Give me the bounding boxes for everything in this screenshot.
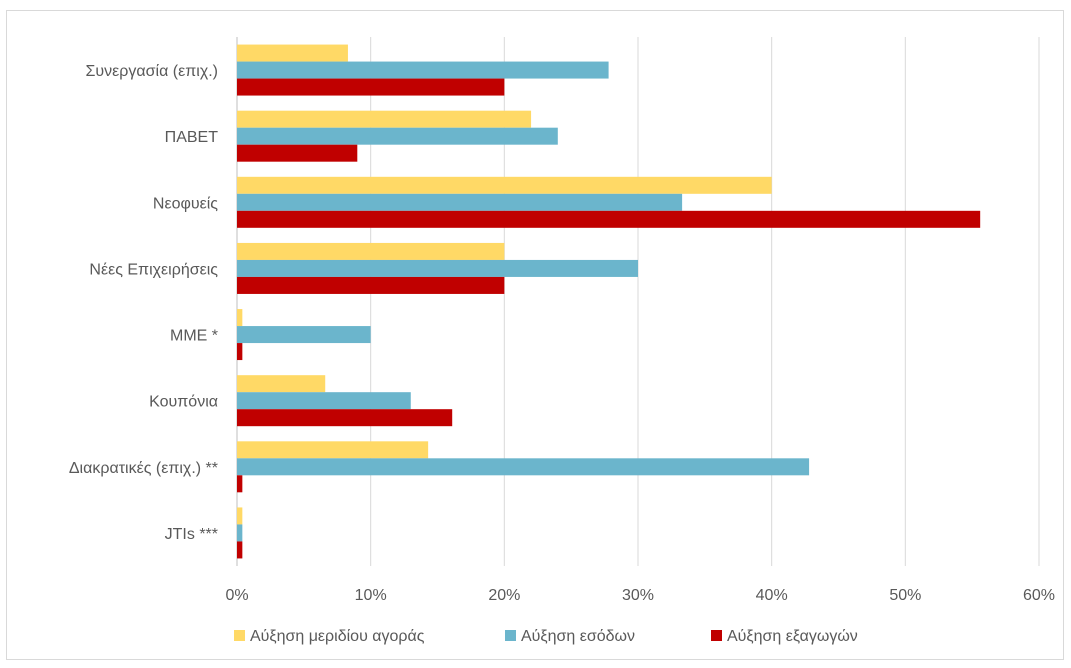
bar bbox=[237, 541, 243, 559]
category-label: JTIs *** bbox=[165, 526, 218, 543]
x-tick-label: 30% bbox=[622, 587, 654, 604]
category-label: Συνεργασία (επιχ.) bbox=[86, 63, 218, 80]
bar bbox=[237, 242, 505, 260]
category-label: Νέες Επιχειρήσεις bbox=[89, 261, 218, 278]
bar bbox=[237, 210, 981, 228]
value-axis: 0% 10% 20% 30% 40% 50% 60% bbox=[225, 587, 1055, 604]
bar bbox=[237, 44, 348, 62]
bar bbox=[237, 375, 326, 393]
category-label: Κουπόνια bbox=[149, 394, 218, 411]
bar bbox=[237, 176, 772, 194]
bar bbox=[237, 193, 683, 211]
bars bbox=[237, 44, 981, 559]
legend-swatch bbox=[505, 630, 516, 641]
legend-label: Αύξηση εξαγωγών bbox=[727, 628, 858, 645]
x-tick-label: 0% bbox=[225, 587, 248, 604]
legend: Αύξηση μεριδίου αγοράς Αύξηση εσόδων Αύξησ… bbox=[234, 628, 858, 645]
legend-label: Αύξηση μεριδίου αγοράς bbox=[250, 628, 425, 645]
category-label: Νεοφυείς bbox=[153, 195, 218, 212]
bar bbox=[237, 276, 505, 294]
bar bbox=[237, 78, 505, 96]
bar bbox=[237, 475, 243, 493]
x-tick-label: 50% bbox=[889, 587, 921, 604]
category-label: ΠΑΒΕΤ bbox=[165, 129, 219, 146]
x-tick-label: 60% bbox=[1023, 587, 1055, 604]
bar bbox=[237, 409, 453, 427]
chart-frame bbox=[6, 10, 1064, 660]
bar bbox=[237, 326, 371, 344]
bar bbox=[237, 259, 638, 277]
bar bbox=[237, 343, 243, 361]
bar bbox=[237, 441, 429, 459]
legend-swatch bbox=[234, 630, 245, 641]
bar bbox=[237, 507, 243, 525]
category-label: ΜΜΕ * bbox=[170, 328, 218, 345]
bar bbox=[237, 61, 609, 79]
category-label: Διακρατικές (επιχ.) ** bbox=[69, 460, 218, 477]
legend-swatch bbox=[711, 630, 722, 641]
x-tick-label: 10% bbox=[355, 587, 387, 604]
bar bbox=[237, 458, 810, 476]
bar bbox=[237, 110, 532, 128]
x-tick-label: 40% bbox=[756, 587, 788, 604]
category-axis: Συνεργασία (επιχ.) ΠΑΒΕΤ Νεοφυείς Νέες Επιχ… bbox=[69, 63, 218, 543]
bar bbox=[237, 524, 243, 542]
legend-label: Αύξηση εσόδων bbox=[521, 628, 635, 645]
bar bbox=[237, 309, 243, 327]
x-tick-label: 20% bbox=[488, 587, 520, 604]
bar bbox=[237, 144, 358, 162]
bar bbox=[237, 392, 411, 410]
bar bbox=[237, 127, 558, 145]
